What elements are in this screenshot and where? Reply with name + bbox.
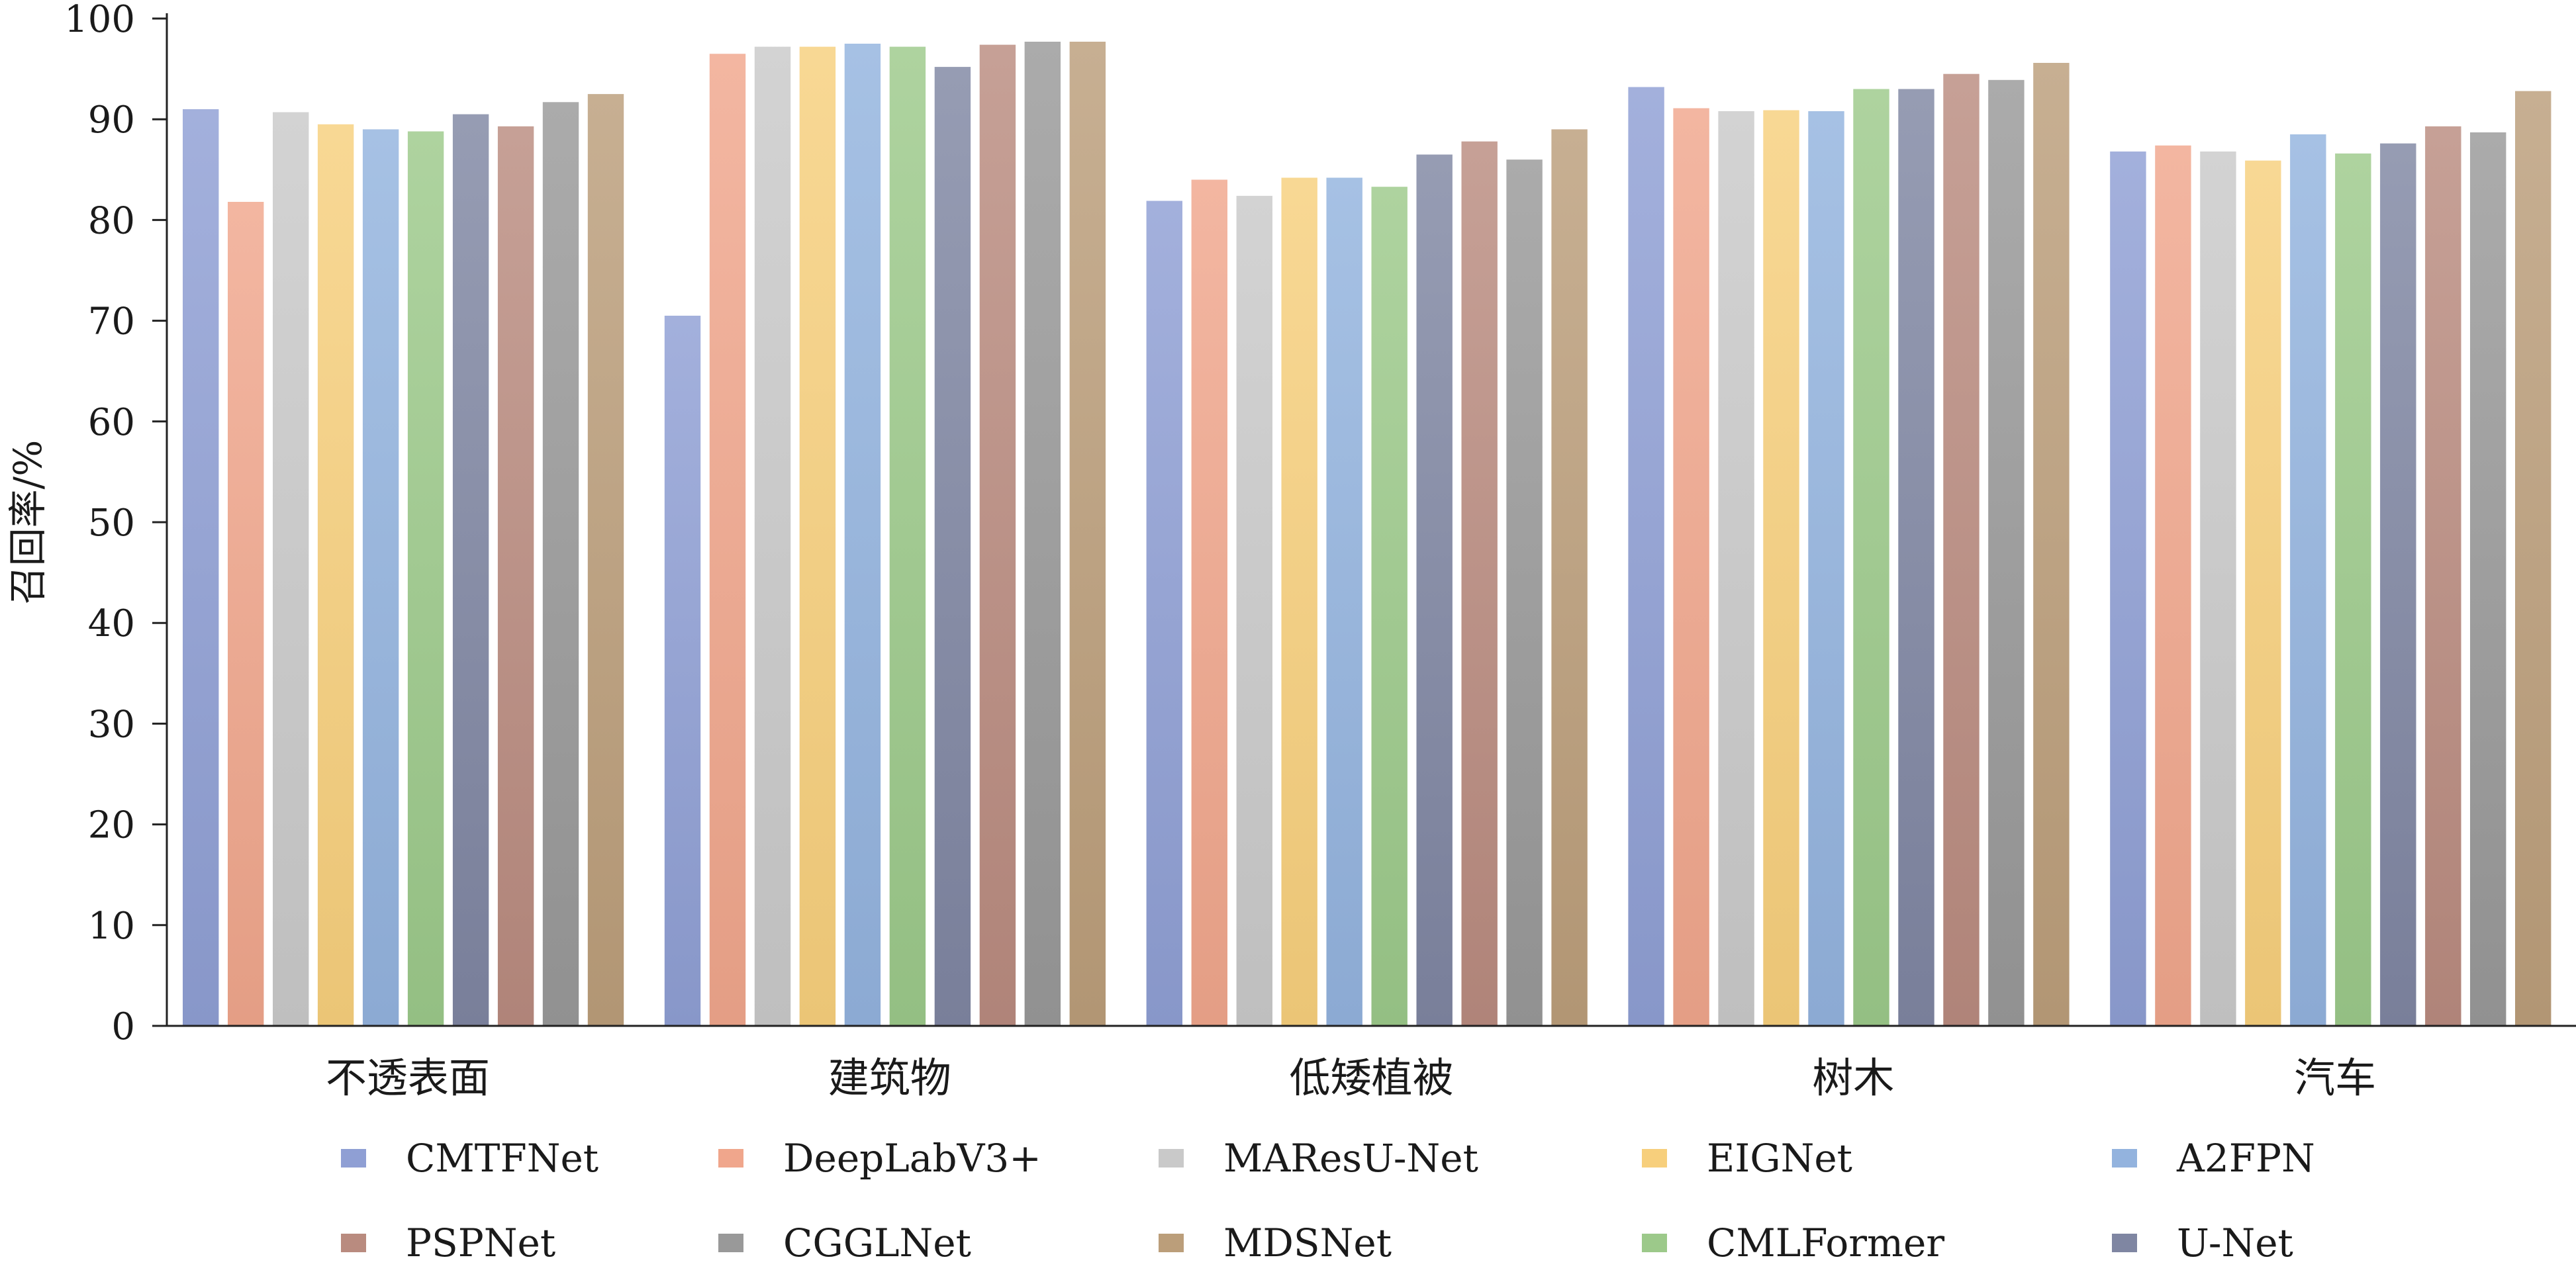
bar [1281, 177, 1317, 1026]
bar [273, 112, 309, 1026]
legend-label: CMLFormer [1707, 1220, 1944, 1265]
bar [1898, 89, 1934, 1026]
bar [1326, 177, 1362, 1026]
y-tick-label: 100 [64, 0, 135, 41]
bar [407, 131, 444, 1026]
bar [1236, 195, 1272, 1026]
bar [1069, 42, 1106, 1026]
bar [2380, 143, 2416, 1027]
legend-label: MAResU-Net [1223, 1136, 1478, 1181]
bar [889, 46, 926, 1027]
y-tick-label: 40 [88, 602, 135, 645]
bar [1371, 187, 1407, 1027]
legend-swatch [718, 1234, 743, 1252]
bar [1416, 154, 1453, 1026]
bar [1853, 89, 1889, 1026]
x-tick-label: 汽车 [2294, 1054, 2376, 1102]
bar [587, 94, 624, 1027]
bar [2155, 145, 2191, 1026]
x-tick-label: 树木 [1812, 1054, 1894, 1102]
bar [1718, 111, 1754, 1026]
legend-label: CGGLNet [783, 1220, 971, 1265]
bar [362, 129, 399, 1026]
bar [934, 67, 971, 1027]
bar [754, 46, 791, 1027]
bar [1808, 111, 1844, 1026]
bar [2033, 63, 2070, 1026]
legend-label: U-Net [2177, 1220, 2293, 1265]
bars-layer [183, 42, 2552, 1027]
legend-label: MDSNet [1223, 1220, 1392, 1265]
legend-swatch [1159, 1149, 1184, 1168]
x-tick-label: 建筑物 [828, 1054, 951, 1102]
bar [979, 44, 1016, 1027]
y-axis-title: 召回率/% [5, 440, 50, 605]
bar [2245, 160, 2281, 1027]
bar [1988, 79, 2025, 1026]
bar [1191, 179, 1227, 1026]
bar [664, 316, 701, 1026]
bar [1146, 201, 1182, 1026]
x-tick-label: 低矮植被 [1289, 1054, 1453, 1102]
bar [317, 124, 354, 1026]
legend-swatch [1642, 1149, 1667, 1168]
legend-swatch [2112, 1149, 2137, 1168]
legend-label: A2FPN [2176, 1136, 2315, 1181]
bar [1673, 108, 1709, 1026]
bar [542, 102, 579, 1026]
bar [1461, 141, 1498, 1027]
legend-label: EIGNet [1707, 1136, 1852, 1181]
bar [1628, 87, 1664, 1026]
legend: CMTFNet DeepLabV3+ MAResU-Net EIGNet A2FPN PS… [341, 1136, 2315, 1265]
legend-swatch [718, 1149, 743, 1168]
bar [183, 109, 219, 1026]
bar [1763, 110, 1799, 1026]
y-tick-label: 80 [88, 199, 135, 242]
y-tick-label: 10 [88, 905, 135, 948]
legend-swatch [341, 1149, 366, 1168]
y-tick-label: 20 [88, 804, 135, 847]
y-tick-label: 0 [111, 1005, 135, 1048]
bar [2335, 153, 2371, 1026]
y-tick-label: 70 [88, 300, 135, 343]
axes-layer [152, 13, 2576, 1027]
bar [844, 44, 881, 1026]
y-tick-label: 60 [88, 401, 135, 444]
y-tick-label: 90 [88, 99, 135, 142]
bar [228, 202, 264, 1026]
bar [2110, 151, 2146, 1026]
bar [799, 46, 836, 1027]
bar [497, 126, 534, 1026]
legend-swatch [1159, 1234, 1184, 1252]
bar [2200, 151, 2236, 1026]
bar [709, 54, 746, 1026]
bar [2425, 126, 2461, 1026]
legend-label: CMTFNet [406, 1136, 598, 1181]
legend-label: PSPNet [406, 1220, 555, 1265]
legend-label: DeepLabV3+ [783, 1136, 1041, 1181]
x-tick-label: 不透表面 [326, 1054, 490, 1102]
bar [1551, 129, 1588, 1026]
bar [1506, 160, 1543, 1027]
y-tick-label: 30 [88, 703, 135, 746]
legend-swatch [341, 1234, 366, 1252]
bar [452, 114, 489, 1027]
bar [1024, 42, 1061, 1026]
bar [1943, 73, 1980, 1027]
bar [2290, 134, 2326, 1026]
bar [2470, 132, 2506, 1026]
legend-swatch [1642, 1234, 1667, 1252]
labels-layer: 不透表面 建筑物 低矮植被 树木 汽车 0 10 20 30 40 50 60 70 80 90 100 召回率… [5, 0, 2376, 1102]
y-tick-label: 50 [88, 502, 135, 545]
bar [2515, 91, 2552, 1027]
legend-swatch [2112, 1234, 2137, 1252]
